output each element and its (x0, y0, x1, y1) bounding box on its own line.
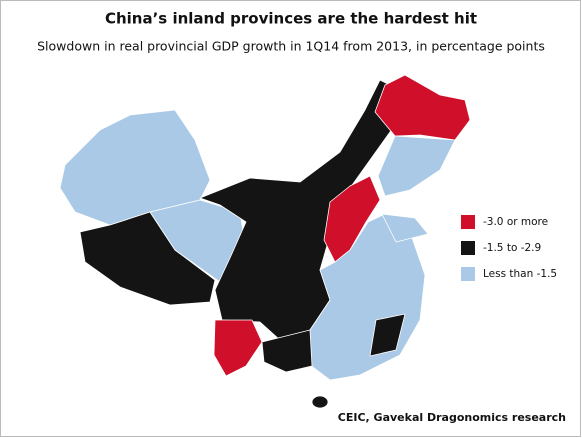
region (79, 211, 216, 306)
region (377, 135, 456, 197)
region (381, 213, 429, 243)
region (261, 329, 313, 373)
region (59, 109, 211, 226)
region (374, 74, 471, 141)
source: CEIC, Gavekal Dragonomics research (338, 411, 566, 424)
legend-label: -1.5 to -2.9 (483, 242, 541, 254)
legend-label: Less than -1.5 (483, 268, 557, 280)
region (323, 175, 381, 263)
title: China’s inland provinces are the hardest… (105, 10, 477, 28)
legend-label: -3.0 or more (483, 216, 548, 228)
region (199, 79, 401, 341)
legend: -3.0 or more -1.5 to -2.9 Less than -1.5 (461, 215, 557, 281)
map (59, 74, 471, 409)
legend-swatch (461, 267, 475, 281)
region (311, 395, 329, 409)
region (213, 319, 263, 377)
legend-swatch (461, 215, 475, 229)
subtitle: Slowdown in real provincial GDP growth i… (37, 39, 545, 54)
region (369, 313, 406, 357)
legend-swatch (461, 241, 475, 255)
